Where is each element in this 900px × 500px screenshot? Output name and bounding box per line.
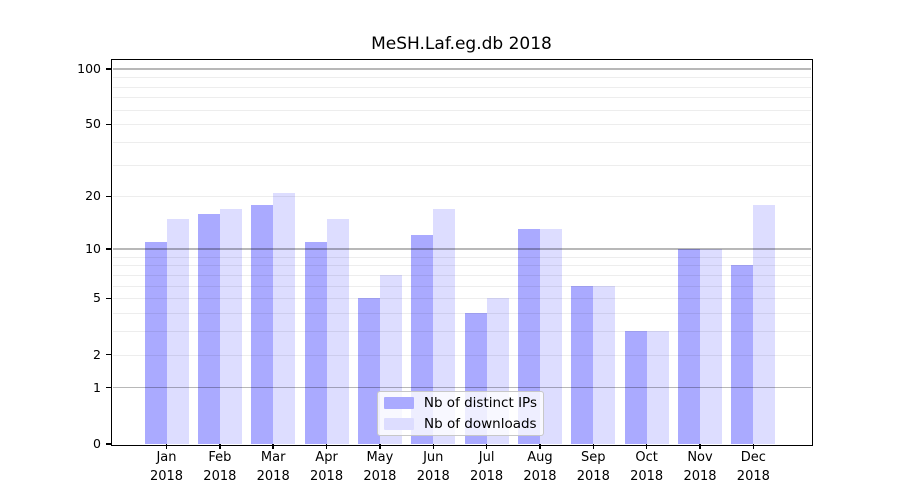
bar-downloads-oct — [646, 331, 669, 444]
x-tick-jan — [165, 444, 168, 449]
x-tick-sep — [592, 444, 595, 449]
y-tick-10 — [106, 248, 112, 250]
x-tick-may — [379, 444, 381, 449]
minor-gridline-8 — [112, 265, 811, 267]
minor-gridline-70 — [112, 97, 811, 99]
x-tick-label-jan: Jan 2018 — [149, 450, 184, 484]
minor-gridline-9 — [112, 256, 811, 258]
x-tick-label-dec: Dec 2018 — [736, 450, 770, 484]
bar-distinct-ips-mar — [251, 204, 274, 444]
minor-gridline-5 — [112, 298, 811, 300]
major-gridline-100 — [112, 68, 811, 70]
minor-gridline-80 — [112, 86, 811, 88]
gridlines-layer — [112, 60, 811, 444]
x-tick-nov — [699, 444, 701, 449]
minor-gridline-4 — [112, 313, 811, 315]
bar-distinct-ips-oct — [624, 331, 647, 444]
y-tick-label-5: 5 — [93, 290, 101, 306]
bar-downloads-sep — [593, 285, 616, 444]
bar-downloads-jan — [166, 218, 189, 444]
bar-downloads-dec — [753, 204, 776, 444]
y-tick-5 — [106, 297, 112, 300]
minor-gridline-20 — [112, 196, 811, 198]
bar-downloads-nov — [700, 249, 722, 444]
x-tick-oct — [645, 444, 648, 449]
bar-distinct-ips-feb — [197, 213, 220, 444]
y-tick-20 — [106, 195, 112, 198]
minor-gridline-60 — [112, 109, 811, 111]
plot-area — [111, 58, 813, 446]
y-tick-label-0: 0 — [93, 436, 101, 451]
minor-gridline-40 — [112, 142, 811, 144]
x-tick-label-sep: Sep 2018 — [576, 450, 610, 484]
legend-label-distinct-ips: Nb of distinct IPs — [423, 395, 537, 412]
x-tick-mar — [272, 444, 274, 449]
x-tick-label-nov: Nov 2018 — [683, 450, 717, 484]
bar-distinct-ips-nov — [678, 249, 700, 444]
x-tick-label-mar: Mar 2018 — [256, 450, 290, 484]
bar-downloads-jun — [433, 209, 456, 444]
x-tick-apr — [325, 444, 328, 449]
x-tick-label-aug: Aug 2018 — [523, 450, 557, 484]
x-tick-aug — [539, 444, 541, 449]
x-tick-feb — [219, 444, 221, 449]
y-tick-label-1: 1 — [93, 379, 101, 395]
y-tick-label-2: 2 — [93, 346, 101, 362]
bar-distinct-ips-apr — [304, 241, 327, 444]
minor-gridline-30 — [112, 164, 811, 166]
x-tick-label-feb: Feb 2018 — [203, 450, 237, 484]
minor-gridline-3 — [112, 331, 811, 333]
x-tick-label-apr: Apr 2018 — [310, 450, 344, 484]
legend-swatch-distinct-ips — [384, 397, 414, 410]
bar-downloads-feb — [219, 209, 242, 444]
y-tick-0 — [106, 443, 112, 445]
x-tick-dec — [752, 444, 755, 449]
y-tick-label-10: 10 — [85, 241, 101, 257]
legend: Nb of distinct IPs Nb of downloads — [377, 391, 544, 436]
x-tick-jul — [485, 444, 488, 449]
bar-downloads-apr — [326, 218, 349, 444]
major-gridline-10 — [112, 248, 811, 250]
x-tick-label-may: May 2018 — [363, 450, 397, 484]
y-tick-label-50: 50 — [85, 116, 101, 132]
bar-distinct-ips-jan — [144, 241, 167, 444]
minor-gridline-2 — [112, 354, 811, 356]
minor-gridline-50 — [112, 124, 811, 126]
bar-distinct-ips-dec — [731, 265, 754, 444]
minor-gridline-90 — [112, 77, 811, 79]
bar-distinct-ips-aug — [517, 229, 540, 444]
x-tick-label-oct: Oct 2018 — [630, 450, 664, 484]
y-tick-100 — [106, 68, 112, 70]
bar-distinct-ips-sep — [571, 285, 594, 444]
y-tick-label-20: 20 — [85, 188, 101, 204]
bar-downloads-aug — [539, 229, 562, 444]
y-tick-1 — [106, 386, 112, 389]
legend-label-downloads: Nb of downloads — [424, 415, 537, 432]
x-tick-jun — [432, 444, 434, 449]
x-tick-label-jun: Jun 2018 — [416, 450, 450, 484]
x-tick-label-jul: Jul 2018 — [470, 450, 504, 484]
y-tick-50 — [106, 123, 112, 126]
bar-distinct-ips-may — [357, 298, 380, 444]
y-tick-label-100: 100 — [77, 60, 101, 76]
legend-item-distinct-ips: Nb of distinct IPs — [384, 394, 537, 413]
bar-downloads-mar — [273, 192, 296, 444]
chart-title: MeSH.Laf.eg.db 2018 — [371, 34, 552, 54]
legend-swatch-downloads — [384, 417, 414, 430]
legend-item-downloads: Nb of downloads — [384, 415, 537, 434]
minor-gridline-6 — [112, 285, 811, 287]
major-gridline-1 — [112, 386, 811, 389]
y-tick-2 — [106, 353, 112, 356]
minor-gridline-7 — [112, 274, 811, 276]
